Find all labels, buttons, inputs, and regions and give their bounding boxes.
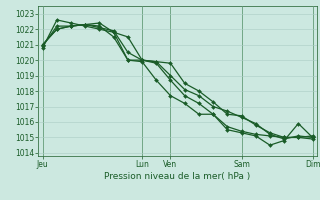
X-axis label: Pression niveau de la mer( hPa ): Pression niveau de la mer( hPa ) — [104, 172, 251, 181]
